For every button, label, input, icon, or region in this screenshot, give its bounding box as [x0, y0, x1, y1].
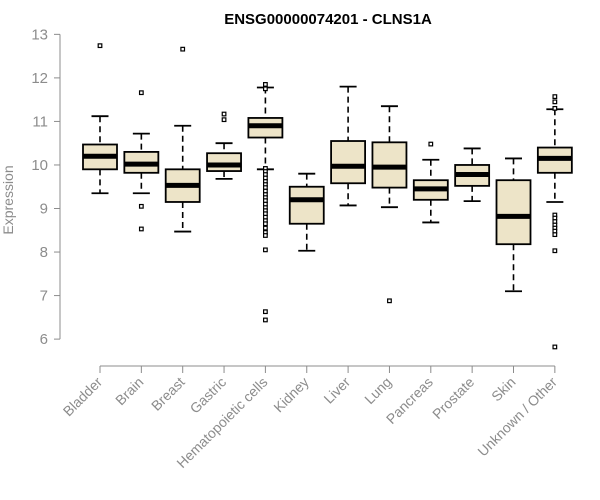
outlier-point [263, 309, 268, 315]
outlier-point [138, 203, 144, 209]
outlier-point [552, 94, 558, 100]
box-group [288, 172, 325, 252]
x-tick-label: Kidney [270, 374, 312, 416]
outlier-point [221, 111, 227, 117]
outlier-point [97, 43, 103, 49]
outlier-point [552, 248, 558, 254]
y-tick-label: 6 [40, 331, 48, 348]
box-group [164, 46, 201, 233]
box-group [82, 43, 118, 195]
y-tick-label: 9 [40, 201, 48, 218]
outlier-point [263, 86, 268, 92]
outlier-point [428, 141, 434, 147]
x-tick-label: Lung [361, 374, 394, 407]
y-tick-label: 7 [40, 288, 48, 305]
outlier-point [552, 232, 558, 238]
outlier-point [263, 225, 268, 231]
outlier-point [263, 221, 268, 227]
y-axis: 6 7 8 9 10 11 12 13 [31, 26, 61, 348]
box-group [536, 94, 573, 350]
x-tick-label: Skin [488, 374, 519, 405]
chart-title: ENSG00000074201 - CLNS1A [224, 11, 432, 28]
box-group [330, 85, 367, 207]
box-group [371, 105, 408, 304]
outlier-point [552, 99, 558, 105]
box-iqr [495, 179, 532, 246]
y-tick-label: 12 [31, 70, 48, 87]
y-tick-label: 10 [31, 157, 48, 174]
x-tick-label: Prostate [429, 374, 477, 422]
box-series [82, 43, 573, 350]
box-iqr [206, 152, 242, 172]
y-tick-label: 8 [40, 244, 48, 261]
box-iqr [288, 185, 325, 225]
outlier-point [263, 82, 268, 87]
outlier-point [180, 46, 186, 52]
outlier-point [221, 117, 227, 123]
outlier-point [552, 344, 558, 350]
x-tick-label: Bladder [60, 374, 106, 420]
box-group [454, 147, 491, 203]
outlier-point [263, 233, 268, 238]
outlier-point [138, 226, 144, 232]
y-tick-label: 11 [32, 113, 48, 130]
x-tick-label: Brain [112, 374, 146, 408]
x-tick-label: Liver [320, 374, 353, 407]
box-group [123, 90, 160, 232]
y-tick-label: 13 [31, 26, 48, 43]
outlier-point [552, 105, 558, 111]
box-group [247, 82, 284, 323]
box-group [495, 157, 532, 293]
outlier-point [263, 317, 268, 323]
box-group [412, 141, 449, 224]
y-axis-label: Expression [0, 165, 16, 234]
box-iqr [330, 140, 367, 185]
x-tick-label: Breast [148, 374, 188, 414]
outlier-point [263, 247, 268, 253]
box-group [206, 111, 242, 180]
outlier-point [387, 298, 392, 304]
outlier-point [138, 90, 144, 96]
